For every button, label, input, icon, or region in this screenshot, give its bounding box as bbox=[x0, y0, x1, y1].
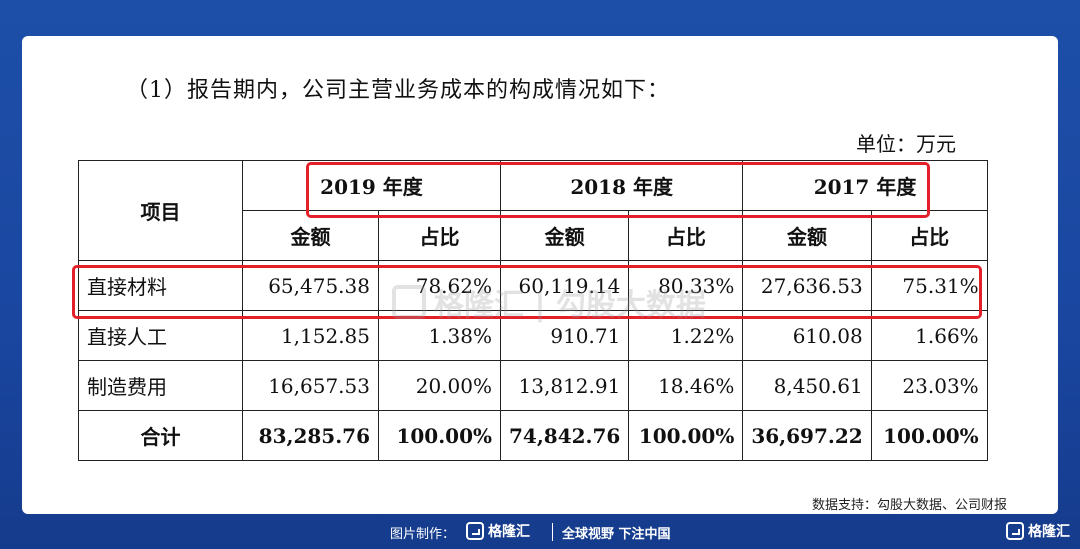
table-cell: 1,152.85 bbox=[242, 310, 379, 361]
footer-made-by: 图片制作： bbox=[390, 527, 456, 542]
table-cell: 1.22% bbox=[628, 310, 744, 361]
sub-header: 占比 bbox=[870, 210, 988, 261]
footer-divider bbox=[552, 523, 553, 541]
table-row: 直接人工 1,152.85 1.38% 910.71 1.22% 610.08 … bbox=[78, 310, 988, 361]
year-header-row: 项目 2019 年度 2018 年度 2017 年度 bbox=[78, 160, 988, 261]
source-note: 数据支持：勾股大数据、公司财报 bbox=[812, 498, 1008, 513]
footer-slogan: 全球视野 下注中国 bbox=[562, 527, 671, 542]
table-cell: 18.46% bbox=[628, 360, 744, 411]
table-cell: 27,636.53 bbox=[742, 260, 872, 311]
footer-brand-text: 格隆汇 bbox=[488, 524, 530, 540]
table-cell: 80.33% bbox=[628, 260, 744, 311]
sub-header: 金额 bbox=[242, 210, 379, 261]
row-label: 直接材料 bbox=[78, 260, 243, 311]
table-cell: 36,697.22 bbox=[742, 410, 872, 461]
year-header-2017: 2017 年度 bbox=[742, 160, 988, 211]
table-row: 制造费用 16,657.53 20.00% 13,812.91 18.46% 8… bbox=[78, 360, 988, 411]
row-label: 制造费用 bbox=[78, 360, 243, 411]
sub-header: 占比 bbox=[378, 210, 501, 261]
section-heading: （1）报告期内，公司主营业务成本的构成情况如下： bbox=[126, 78, 670, 103]
table-cell: 60,119.14 bbox=[499, 260, 630, 311]
table-cell: 100.00% bbox=[378, 410, 501, 461]
year-header-2019: 2019 年度 bbox=[242, 160, 501, 211]
unit-label: 单位：万元 bbox=[856, 132, 956, 156]
table-cell: 100.00% bbox=[628, 410, 744, 461]
footer-brand: 格隆汇 bbox=[466, 521, 530, 541]
item-header: 项目 bbox=[78, 160, 243, 261]
table-cell: 8,450.61 bbox=[742, 360, 872, 411]
table-cell: 1.66% bbox=[870, 310, 988, 361]
table-cell: 20.00% bbox=[378, 360, 501, 411]
table-cell: 610.08 bbox=[742, 310, 872, 361]
row-label: 直接人工 bbox=[78, 310, 243, 361]
total-label: 合计 bbox=[78, 410, 243, 461]
table-cell: 75.31% bbox=[870, 260, 988, 311]
table-row: 直接材料 65,475.38 78.62% 60,119.14 80.33% 2… bbox=[78, 260, 988, 311]
table-cell: 910.71 bbox=[499, 310, 630, 361]
table-cell: 74,842.76 bbox=[499, 410, 630, 461]
table-cell: 83,285.76 bbox=[242, 410, 379, 461]
sub-header: 占比 bbox=[628, 210, 744, 261]
table-cell: 1.38% bbox=[378, 310, 501, 361]
table-cell: 13,812.91 bbox=[499, 360, 630, 411]
table-cell: 65,475.38 bbox=[242, 260, 379, 311]
corner-brand: 格隆汇 bbox=[1006, 521, 1070, 541]
cost-table: 项目 2019 年度 2018 年度 2017 年度 金额 占比 金额 占比 金… bbox=[78, 160, 988, 461]
corner-brand-text: 格隆汇 bbox=[1028, 524, 1070, 540]
year-header-2018: 2018 年度 bbox=[499, 160, 744, 211]
table-cell: 16,657.53 bbox=[242, 360, 379, 411]
total-row: 合计 83,285.76 100.00% 74,842.76 100.00% 3… bbox=[78, 410, 988, 461]
brand-logo-icon bbox=[466, 522, 484, 540]
corner-logo-icon bbox=[1006, 522, 1024, 540]
table-cell: 100.00% bbox=[870, 410, 988, 461]
table-cell: 78.62% bbox=[378, 260, 501, 311]
sub-header: 金额 bbox=[742, 210, 872, 261]
table-cell: 23.03% bbox=[870, 360, 988, 411]
sub-header: 金额 bbox=[499, 210, 630, 261]
footer-bar: 图片制作： 格隆汇 全球视野 下注中国 格隆汇 bbox=[0, 517, 1080, 549]
